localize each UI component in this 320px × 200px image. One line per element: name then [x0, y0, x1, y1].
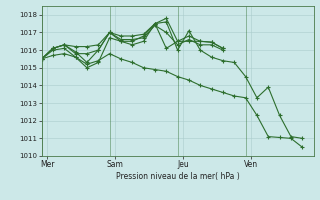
X-axis label: Pression niveau de la mer( hPa ): Pression niveau de la mer( hPa ) [116, 172, 239, 181]
